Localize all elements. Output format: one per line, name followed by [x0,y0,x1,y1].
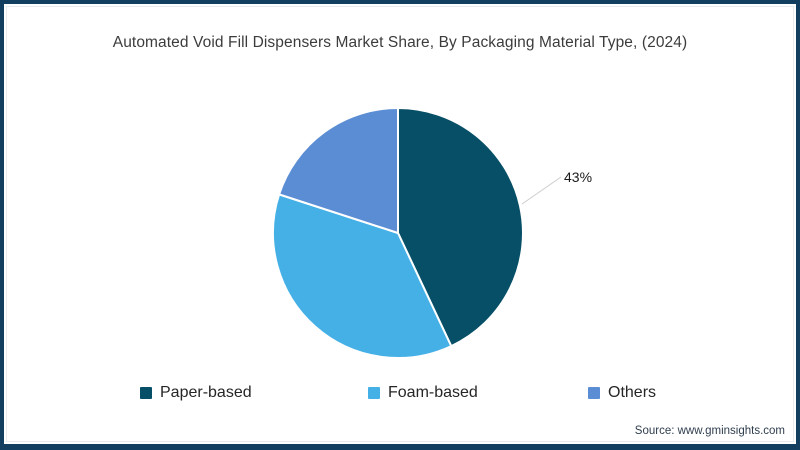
legend-item-foam-based[interactable]: Foam-based [368,384,478,402]
pie-slice-foam-based[interactable] [272,193,453,359]
legend-swatch-others [588,387,600,399]
chart-title: Automated Void Fill Dispensers Market Sh… [112,34,688,51]
legend-label-foam-based: Foam-based [388,384,478,401]
legend-item-others[interactable]: Others [588,384,656,402]
source-attribution: Source: www.gminsights.com [634,425,785,437]
pie-slice-others[interactable] [278,107,399,234]
legend-swatch-paper-based [140,387,152,399]
pie-data-label: 43% [564,169,592,185]
legend-label-paper-based: Paper-based [160,384,252,401]
legend-swatch-foam-based [368,387,380,399]
pie-slice-paper-based[interactable] [397,107,524,348]
legend-label-others: Others [608,384,657,401]
legend-item-paper-based[interactable]: Paper-based [140,384,252,402]
data-label-leader-line [521,176,562,205]
legend: Paper-based Foam-based Others [0,384,800,408]
